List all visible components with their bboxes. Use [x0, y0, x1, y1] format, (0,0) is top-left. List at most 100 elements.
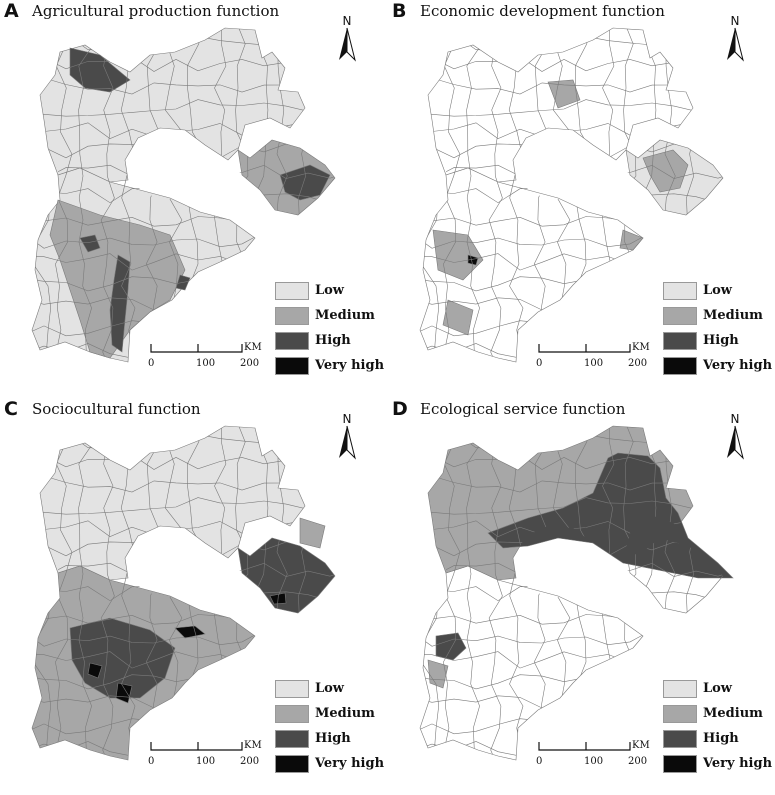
north-arrow-icon: N: [724, 14, 746, 64]
region-high: [69, 617, 176, 699]
region-medium: [442, 299, 474, 336]
scale-bar: 0 100 200 KM: [536, 738, 666, 778]
legend-swatch: [275, 754, 309, 773]
legend-item: Very high: [663, 751, 772, 776]
region-medium: [299, 517, 326, 549]
panel-letter: C: [4, 398, 18, 420]
panel-letter: D: [392, 398, 408, 420]
legend-item: High: [663, 328, 772, 353]
scale-bar: 0 100 200 KM: [536, 340, 666, 380]
legend-item: Very high: [663, 353, 772, 378]
svg-text:N: N: [343, 14, 352, 28]
panel-title: Agricultural production function: [32, 2, 280, 20]
legend-item: Medium: [275, 701, 384, 726]
region-medium: [547, 79, 581, 109]
legend-swatch: [663, 306, 697, 325]
region-high: [435, 632, 467, 661]
legend: Low Medium High Very high: [663, 676, 772, 776]
scale-tick-label: 0: [536, 358, 543, 369]
scale-tick-label: 200: [240, 358, 260, 369]
legend-label: Very high: [703, 756, 773, 771]
scale-tick-label: 200: [628, 756, 648, 767]
legend: Low Medium High Very high: [275, 676, 384, 776]
legend-label: Medium: [315, 706, 375, 721]
region-medium: [642, 149, 689, 193]
legend-swatch: [275, 356, 309, 375]
legend-label: Medium: [703, 706, 763, 721]
svg-text:N: N: [343, 412, 352, 426]
legend-item: Low: [663, 278, 772, 303]
legend-item: Low: [275, 278, 384, 303]
legend: Low Medium High Very high: [275, 278, 384, 378]
legend-label: High: [315, 731, 351, 746]
scale-unit: KM: [244, 740, 262, 751]
legend-label: High: [315, 333, 351, 348]
region-high: [79, 234, 101, 253]
legend-item: High: [663, 726, 772, 751]
map-agricultural: [31, 27, 336, 363]
legend-label: Very high: [315, 358, 385, 373]
legend-label: Low: [315, 681, 345, 696]
scale-tick-label: 100: [584, 756, 604, 767]
scale-unit: KM: [632, 740, 650, 751]
legend-swatch: [275, 729, 309, 748]
scale-tick-label: 100: [584, 358, 604, 369]
panel-ecological-service: D Ecological service function N Low Mediu…: [388, 398, 775, 795]
scale-unit: KM: [632, 342, 650, 353]
scale-bar: 0 100 200 KM: [148, 340, 278, 380]
legend-item: High: [275, 726, 384, 751]
legend-swatch: [275, 306, 309, 325]
scale-tick-label: 0: [148, 358, 155, 369]
legend-label: High: [703, 333, 739, 348]
panel-title: Sociocultural function: [32, 400, 201, 418]
legend-swatch: [663, 704, 697, 723]
scale-tick-label: 100: [196, 358, 216, 369]
legend-swatch: [275, 331, 309, 350]
legend-swatch: [663, 281, 697, 300]
map-economic: [419, 27, 724, 363]
scale-tick-label: 0: [536, 756, 543, 767]
panel-title: Ecological service function: [420, 400, 626, 418]
legend-item: Low: [275, 676, 384, 701]
panel-sociocultural: C Sociocultural function N Low Medium High…: [0, 398, 387, 795]
region-very-high: [115, 682, 133, 704]
panel-title: Economic development function: [420, 2, 665, 20]
svg-text:N: N: [731, 14, 740, 28]
north-arrow-icon: N: [336, 14, 358, 64]
region-high: [69, 47, 131, 93]
map-sociocultural: [31, 425, 336, 761]
panel-economic-development: B Economic development function N Low Med…: [388, 0, 775, 397]
legend-swatch: [663, 754, 697, 773]
region-medium: [427, 659, 449, 689]
scale-bar: 0 100 200 KM: [148, 738, 278, 778]
legend-swatch: [663, 331, 697, 350]
legend-item: Low: [663, 676, 772, 701]
legend-label: Very high: [315, 756, 385, 771]
legend-label: High: [703, 731, 739, 746]
legend-swatch: [275, 704, 309, 723]
panel-agricultural-production: A Agricultural production function N Low…: [0, 0, 387, 397]
region-high: [279, 164, 331, 201]
legend-item: Very high: [275, 751, 384, 776]
legend-item: High: [275, 328, 384, 353]
map-ecological: [419, 425, 734, 761]
legend-swatch: [275, 679, 309, 698]
panel-letter: B: [392, 0, 407, 22]
legend: Low Medium High Very high: [663, 278, 772, 378]
scale-tick-label: 200: [240, 756, 260, 767]
legend-swatch: [663, 356, 697, 375]
legend-label: Low: [703, 283, 733, 298]
region-very-high: [174, 625, 206, 639]
scale-tick-label: 0: [148, 756, 155, 767]
legend-swatch: [663, 729, 697, 748]
region-north: [39, 425, 306, 581]
legend-item: Medium: [663, 701, 772, 726]
legend-item: Medium: [275, 303, 384, 328]
panel-letter: A: [4, 0, 19, 22]
scale-tick-label: 200: [628, 358, 648, 369]
legend-label: Medium: [703, 308, 763, 323]
legend-label: Low: [315, 283, 345, 298]
legend-item: Very high: [275, 353, 384, 378]
scale-tick-label: 100: [196, 756, 216, 767]
legend-item: Medium: [663, 303, 772, 328]
